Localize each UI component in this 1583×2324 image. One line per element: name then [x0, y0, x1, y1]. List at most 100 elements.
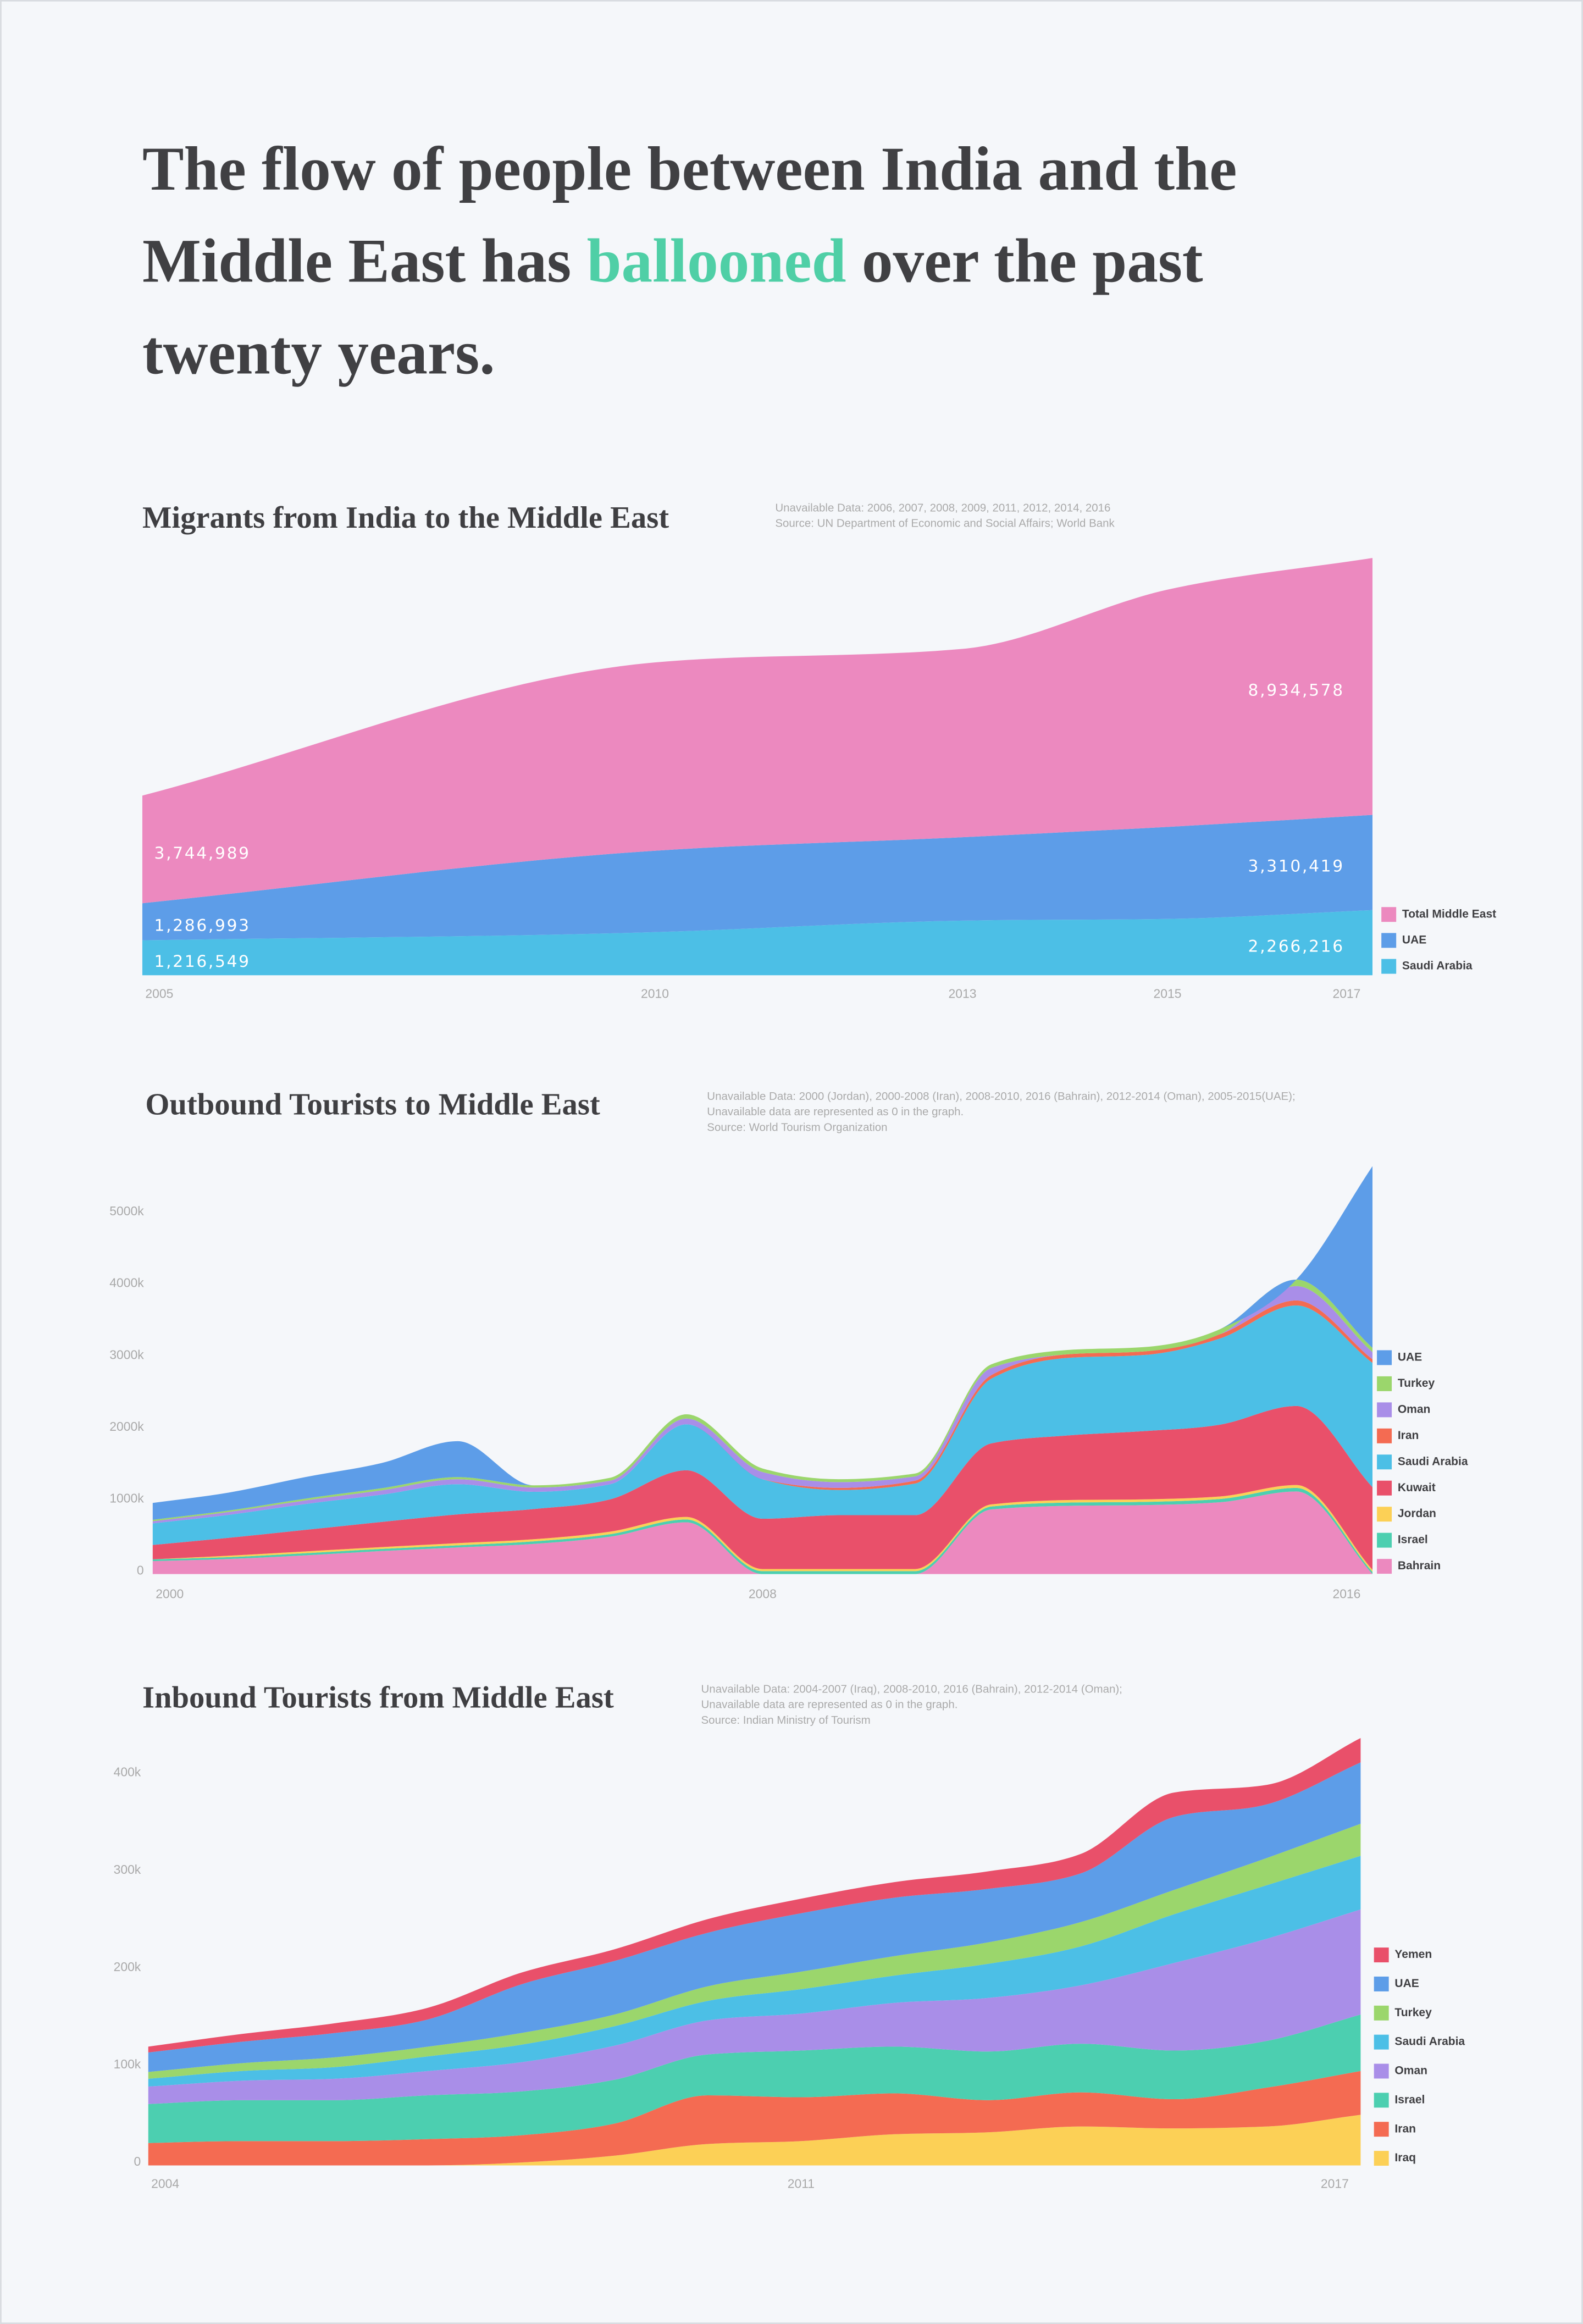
legend-label: Iran: [1398, 1429, 1419, 1442]
x-tick-label: 2000: [156, 1586, 184, 1601]
headline-line: The flow of people between India and the: [142, 135, 1237, 203]
legend-label: UAE: [1394, 1977, 1419, 1990]
headline-line: Middle East has ballooned over the past: [142, 226, 1203, 295]
legend-swatch: [1377, 1532, 1392, 1548]
y-tick-label: 0: [134, 2154, 141, 2168]
legend-label: Iraq: [1394, 2151, 1416, 2164]
chart-title: Migrants from India to the Middle East: [142, 501, 669, 535]
legend-swatch: [1374, 1976, 1389, 1991]
area: [148, 1762, 1361, 2072]
legend-label: UAE: [1402, 933, 1426, 946]
area: [152, 1166, 1372, 1520]
x-tick-label: 2010: [641, 986, 669, 1000]
x-tick-label: 2017: [1321, 2177, 1349, 2191]
area: [152, 1300, 1372, 1524]
y-tick-label: 0: [137, 1563, 144, 1577]
area: [148, 2115, 1361, 2166]
chart-note: Unavailable data are represented as 0 in…: [701, 1698, 958, 1711]
chart-note: Source: World Tourism Organization: [707, 1121, 887, 1133]
area: [148, 1856, 1361, 2087]
legend-label: Saudi Arabia: [1394, 2035, 1465, 2048]
y-tick-label: 400k: [114, 1765, 141, 1779]
x-tick-label: 2005: [145, 986, 173, 1000]
legend-swatch: [1374, 2122, 1389, 2137]
legend-label: Yemen: [1394, 1948, 1432, 1961]
x-tick-label: 2016: [1332, 1586, 1360, 1601]
legend-swatch: [1381, 907, 1397, 922]
area: [148, 2071, 1361, 2166]
area: [152, 1487, 1372, 1574]
legend-swatch: [1377, 1376, 1392, 1391]
area: [152, 1485, 1372, 1572]
legend-swatch: [1377, 1559, 1392, 1574]
x-tick-label: 2013: [949, 986, 977, 1000]
y-tick-label: 1000k: [109, 1491, 144, 1506]
area: [142, 558, 1372, 904]
legend-swatch: [1374, 2151, 1389, 2166]
legend-label: Israel: [1398, 1534, 1428, 1546]
chart-note: Unavailable Data: 2004-2007 (Iraq), 2008…: [701, 1683, 1122, 1695]
y-tick-label: 2000k: [109, 1419, 144, 1434]
legend-swatch: [1374, 2034, 1389, 2050]
legend-label: Bahrain: [1398, 1559, 1441, 1572]
legend-swatch: [1377, 1454, 1392, 1470]
area: [152, 1305, 1372, 1545]
x-tick-label: 2015: [1154, 986, 1182, 1000]
area: [142, 815, 1372, 940]
area: [148, 1909, 1361, 2104]
area: [142, 910, 1372, 976]
area: [148, 2014, 1361, 2143]
area: [152, 1491, 1372, 1574]
y-tick-label: 100k: [114, 2057, 141, 2071]
legend-swatch: [1377, 1507, 1392, 1522]
headline-highlight: ballooned: [587, 226, 846, 295]
chart-note: Source: UN Department of Economic and So…: [775, 517, 1115, 530]
y-tick-label: 300k: [114, 1862, 141, 1877]
legend-label: Turkey: [1398, 1377, 1435, 1390]
headline-part: Middle East has: [142, 226, 587, 295]
legend-swatch: [1374, 1947, 1389, 1963]
value-label: 8,934,578: [1248, 680, 1344, 699]
x-tick-label: 2004: [151, 2177, 179, 2191]
legend-label: Oman: [1398, 1403, 1431, 1415]
legend-label: Total Middle East: [1402, 908, 1496, 920]
legend-swatch: [1377, 1428, 1392, 1443]
y-tick-label: 5000k: [109, 1204, 144, 1218]
chart-title: Outbound Tourists to Middle East: [145, 1088, 600, 1122]
legend-swatch: [1374, 2063, 1389, 2079]
area: [152, 1406, 1372, 1570]
legend-label: UAE: [1398, 1351, 1422, 1363]
legend-label: Oman: [1394, 2065, 1427, 2077]
x-tick-label: 2011: [788, 2177, 815, 2191]
value-label: 3,744,989: [154, 843, 251, 862]
value-label: 1,286,993: [154, 916, 251, 935]
value-label: 1,216,549: [154, 951, 251, 971]
area: [152, 1286, 1372, 1524]
legend-swatch: [1377, 1480, 1392, 1496]
legend-swatch: [1374, 2093, 1389, 2108]
legend-swatch: [1381, 933, 1397, 948]
chart-note: Unavailable Data: 2000 (Jordan), 2000-20…: [707, 1090, 1295, 1103]
value-label: 3,310,419: [1248, 856, 1344, 876]
y-tick-label: 200k: [114, 1960, 141, 1974]
legend-label: Saudi Arabia: [1402, 960, 1473, 972]
legend-swatch: [1381, 959, 1397, 974]
legend-label: Iran: [1394, 2122, 1416, 2135]
chart-note: Unavailable Data: 2006, 2007, 2008, 2009…: [775, 501, 1110, 514]
headline-part: over the past: [846, 226, 1203, 295]
y-tick-label: 4000k: [109, 1276, 144, 1290]
legend-label: Saudi Arabia: [1398, 1455, 1468, 1468]
x-tick-label: 2008: [749, 1586, 777, 1601]
legend-label: Kuwait: [1398, 1481, 1436, 1494]
legend-label: Turkey: [1394, 2006, 1432, 2019]
value-label: 2,266,216: [1248, 937, 1344, 956]
legend-swatch: [1377, 1350, 1392, 1365]
headline-line: twenty years.: [142, 319, 495, 388]
y-tick-label: 3000k: [109, 1347, 144, 1362]
chart-note: Unavailable data are represented as 0 in…: [707, 1105, 964, 1118]
legend-swatch: [1374, 2005, 1389, 2021]
chart-note: Source: Indian Ministry of Tourism: [701, 1714, 871, 1727]
legend-swatch: [1377, 1402, 1392, 1418]
legend-label: Jordan: [1398, 1507, 1436, 1520]
